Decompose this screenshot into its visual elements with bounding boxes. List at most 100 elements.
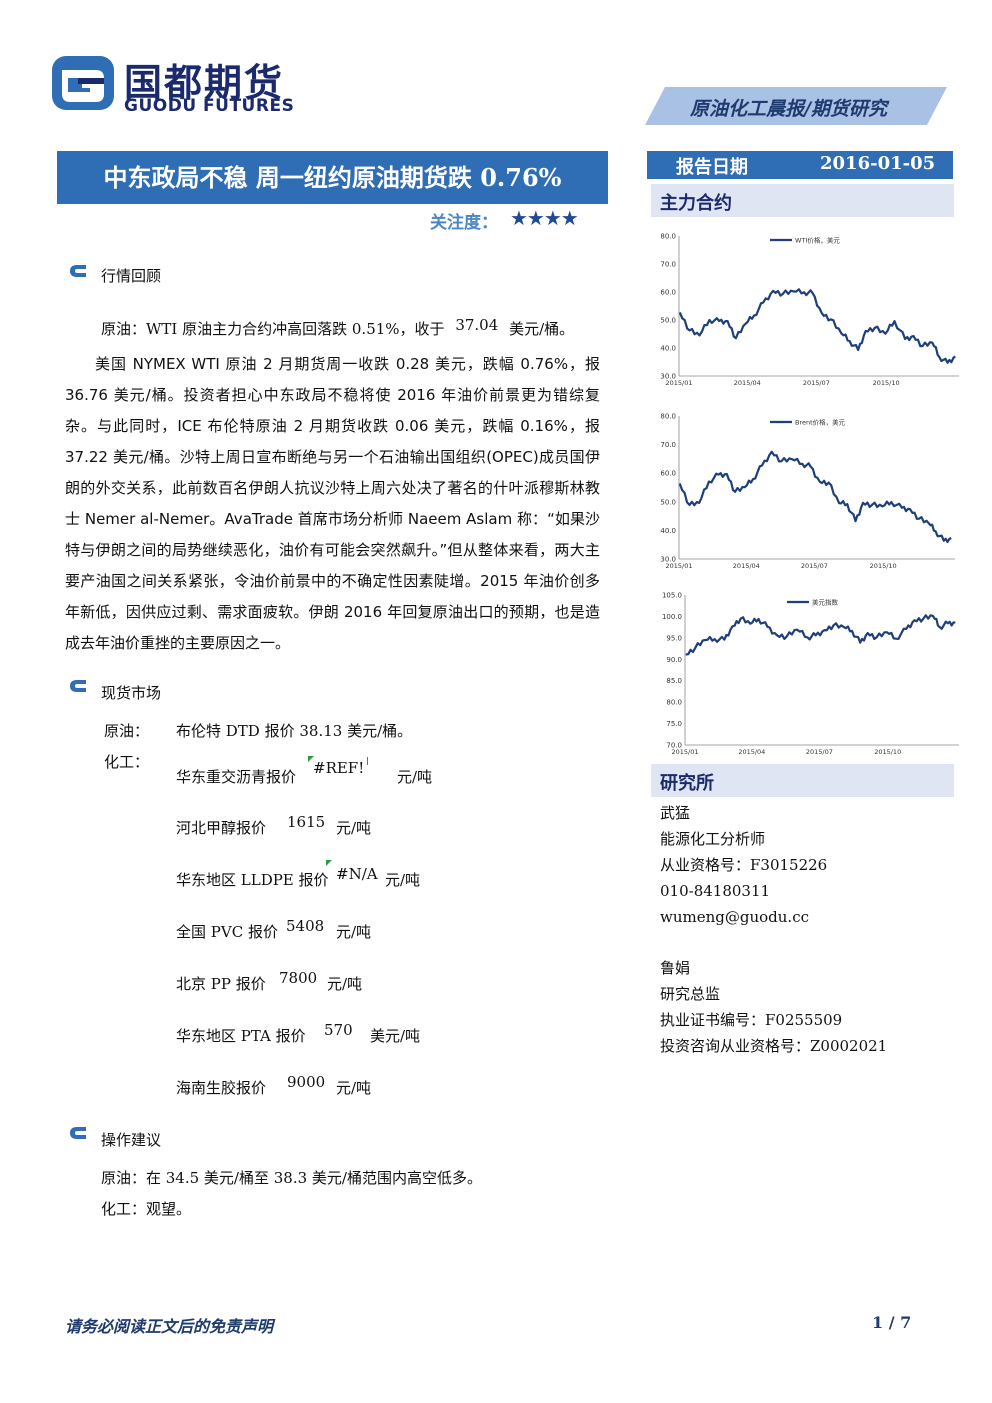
y-tick-label: 30.0 xyxy=(660,556,676,564)
analyst-1-license: 从业资格号：F3015226 xyxy=(660,856,828,874)
report-type-banner xyxy=(645,87,947,125)
attention-stars: ★★★★ xyxy=(510,206,579,230)
advice-crude: 原油：在 34.5 美元/桶至 38.3 美元/桶范围内高空低多。 xyxy=(101,1169,482,1187)
x-tick-label: 2015/04 xyxy=(733,562,760,570)
x-tick-label: 2015/04 xyxy=(734,379,761,387)
report-date-label: 报告日期 xyxy=(676,157,748,178)
analyst-2-license: 执业证书编号：F0255509 xyxy=(660,1011,843,1029)
series-line xyxy=(678,288,956,364)
series-line xyxy=(685,614,956,656)
chem-item-name: 华东地区 LLDPE 报价 xyxy=(176,871,329,889)
spot-crude-text: 布伦特 DTD 报价 38.13 美元/桶。 xyxy=(176,722,413,740)
spot-crude-label: 原油： xyxy=(104,722,150,740)
x-tick-label: 2015/01 xyxy=(671,748,698,756)
section-bullet-icon xyxy=(70,680,86,692)
report-date-value: 2016-01-05 xyxy=(820,153,936,174)
review-summary: 原油：WTI 原油主力合约冲高回落跌 0.51%，收于 37.04 美元/桶。 xyxy=(101,316,575,339)
chem-item-name: 北京 PP 报价 xyxy=(176,975,266,993)
report-type-label: 原油化工晨报/期货研究 xyxy=(690,98,887,120)
review-summary-value: 37.04 xyxy=(455,316,499,334)
cell-comment-marker xyxy=(326,860,332,866)
wti-price-chart: 30.0 40.0 50.0 60.0 70.0 80.0 2015/01 2015/04 20… xyxy=(660,233,959,387)
legend-label: 美元指数 xyxy=(812,598,839,607)
chem-item-unit: 美元/吨 xyxy=(370,1027,421,1045)
analyst-1-phone: 010-84180311 xyxy=(660,882,771,900)
dollar-index-chart: 70.0 75.0 80.0 85.0 90.0 95.0 100.0 105.0 2015/0… xyxy=(662,592,959,756)
analyst-1-title: 能源化工分析师 xyxy=(660,830,766,848)
y-tick-label: 70.0 xyxy=(660,441,676,449)
x-tick-label: 2015/01 xyxy=(665,379,692,387)
chem-item-value: 9000 xyxy=(287,1073,326,1091)
x-tick-label: 2015/01 xyxy=(665,562,692,570)
y-tick-label: 90.0 xyxy=(666,656,682,664)
chem-item-name: 华东地区 PTA 报价 xyxy=(176,1027,306,1045)
report-date-bar xyxy=(647,151,953,179)
chem-item-value: 5408 xyxy=(286,917,325,935)
brand-name-en: GUODU FUTURES xyxy=(124,96,295,116)
page-number: 1 / 7 xyxy=(872,1313,912,1332)
analyst-2-name: 鲁娟 xyxy=(660,959,691,977)
attention-label: 关注度： xyxy=(430,213,498,233)
analyst-1-email[interactable]: wumeng@guodu.cc xyxy=(660,908,809,926)
chem-item-value: 7800 xyxy=(279,969,318,987)
y-tick-label: 100.0 xyxy=(662,613,682,621)
y-tick-label: 50.0 xyxy=(660,498,676,506)
y-tick-label: 105.0 xyxy=(662,592,682,600)
chem-item-name: 河北甲醇报价 xyxy=(176,819,267,837)
y-tick-label: 40.0 xyxy=(660,527,676,535)
brand-name-cn: 国都期货 xyxy=(124,61,285,105)
review-summary-prefix: 原油：WTI 原油主力合约冲高回落跌 0.51%，收于 xyxy=(101,320,445,338)
analyst-2-title: 研究总监 xyxy=(660,985,721,1003)
y-tick-label: 30.0 xyxy=(660,373,676,381)
section-bullet-icon xyxy=(70,265,86,277)
page-title: 中东政局不稳 周一纽约原油期货跌 0.76% xyxy=(103,163,562,192)
y-tick-label: 60.0 xyxy=(660,289,676,297)
y-tick-label: 75.0 xyxy=(666,720,682,728)
section-title-review: 行情回顾 xyxy=(101,267,162,285)
chem-item-unit: 元/吨 xyxy=(385,871,421,889)
cell-comment-marker xyxy=(308,756,314,762)
chem-item-unit: 元/吨 xyxy=(336,819,372,837)
contracts-title: 主力合约 xyxy=(660,193,732,214)
chem-item-unit: 元/吨 xyxy=(336,923,372,941)
chem-item-name: 全国 PVC 报价 xyxy=(176,923,278,941)
x-tick-label: 2015/10 xyxy=(870,562,897,570)
y-tick-label: 70.0 xyxy=(666,742,682,750)
section-title-spot: 现货市场 xyxy=(101,684,162,702)
x-tick-label: 2015/07 xyxy=(803,379,830,387)
section-bullet-icon xyxy=(70,1127,86,1139)
brent-price-chart: 30.0 40.0 50.0 60.0 70.0 80.0 2015/01 2015/04 20… xyxy=(660,413,955,570)
disclaimer-notice[interactable]: 请务必阅读正文后的免责声明 xyxy=(65,1317,274,1336)
chem-item-value: #REF! xyxy=(313,759,365,777)
section-title-advice: 操作建议 xyxy=(101,1131,162,1149)
x-tick-label: 2015/04 xyxy=(738,748,765,756)
contracts-header: 主力合约 xyxy=(651,184,954,217)
analyst-1: 武猛 能源化工分析师 从业资格号：F3015226 010-84180311 w… xyxy=(660,800,827,930)
spot-chem-label: 化工： xyxy=(104,753,150,771)
y-tick-label: 85.0 xyxy=(666,677,682,685)
analyst-2: 鲁娟 研究总监 执业证书编号：F0255509 投资咨询从业资格号：Z00020… xyxy=(660,955,887,1059)
research-header: 研究所 xyxy=(651,764,954,797)
x-tick-label: 2015/10 xyxy=(873,379,900,387)
cell-comment-tick xyxy=(367,757,368,765)
research-title: 研究所 xyxy=(660,773,714,794)
y-tick-label: 80.0 xyxy=(660,413,676,421)
chem-item-name: 海南生胶报价 xyxy=(176,1079,267,1097)
chem-item-value: 1615 xyxy=(287,813,326,831)
chem-item-name: 华东重交沥青报价 xyxy=(176,768,297,786)
title-bar xyxy=(57,151,608,204)
x-tick-label: 2015/10 xyxy=(874,748,901,756)
legend-label: WTI价格，美元 xyxy=(795,236,840,245)
advice-chem: 化工：观望。 xyxy=(101,1200,192,1218)
legend-label: Brent价格，美元 xyxy=(795,418,846,427)
chem-item-unit: 元/吨 xyxy=(397,768,433,786)
review-summary-unit: 美元/桶。 xyxy=(509,320,575,338)
chem-item-unit: 元/吨 xyxy=(327,975,363,993)
y-tick-label: 80.0 xyxy=(666,699,682,707)
y-tick-label: 95.0 xyxy=(666,634,682,642)
guodu-logo-mark-icon xyxy=(52,56,114,110)
review-body: 美国 NYMEX WTI 原油 2 月期货周一收跌 0.28 美元，跌幅 0.7… xyxy=(65,355,600,652)
y-tick-label: 50.0 xyxy=(660,317,676,325)
chem-item-value: 570 xyxy=(324,1021,353,1039)
chem-item-unit: 元/吨 xyxy=(336,1079,372,1097)
